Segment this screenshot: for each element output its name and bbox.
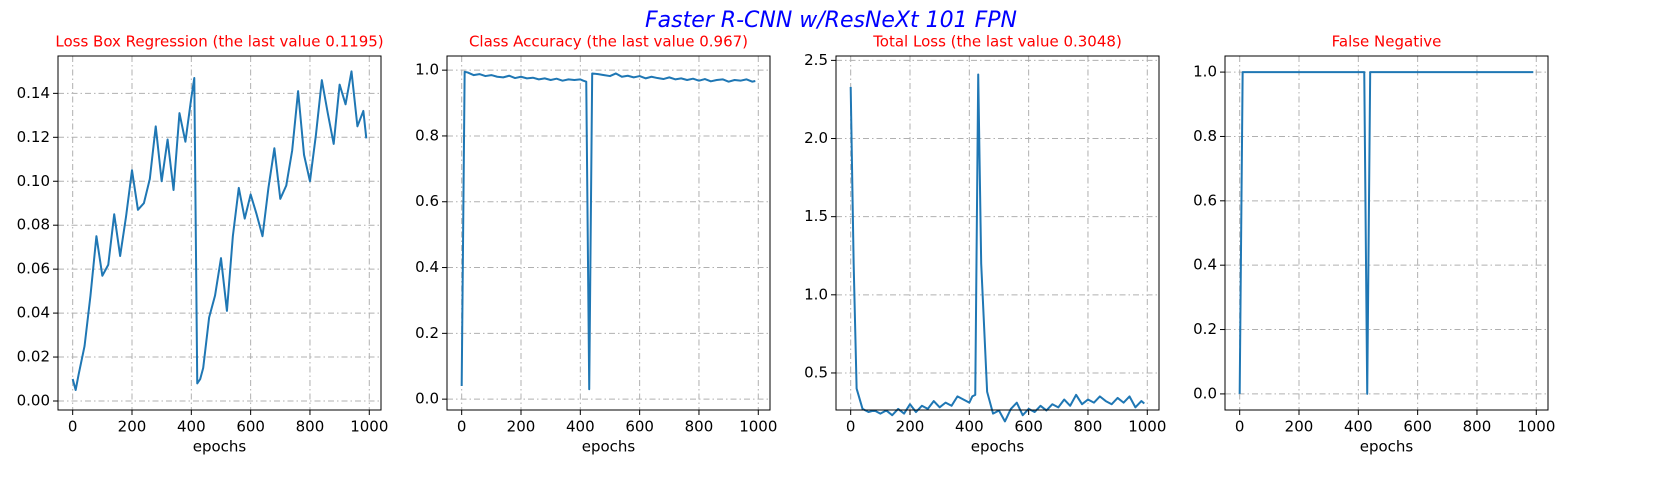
y-tick-label: 0.02 xyxy=(17,348,50,366)
x-tick-label: 600 xyxy=(236,418,265,436)
x-tick-label: 800 xyxy=(1463,418,1492,436)
x-tick-label: 400 xyxy=(1344,418,1373,436)
subplot-title: Loss Box Regression (the last value 0.11… xyxy=(55,33,383,51)
y-tick-label: 0.0 xyxy=(1193,384,1217,402)
figure-title: Faster R-CNN w/ResNeXt 101 FPN xyxy=(645,8,1017,33)
x-tick-label: 0 xyxy=(846,418,856,436)
y-tick-label: 0.8 xyxy=(1193,127,1217,145)
y-tick-label: 0.10 xyxy=(17,172,50,190)
x-tick-label: 800 xyxy=(1074,418,1103,436)
y-tick-label: 1.5 xyxy=(804,207,828,225)
plot-frame xyxy=(1224,55,1549,411)
x-tick-label: 200 xyxy=(118,418,147,436)
x-tick-label: 400 xyxy=(177,418,206,436)
y-tick-label: 1.0 xyxy=(415,61,439,79)
data-line xyxy=(1238,71,1534,395)
plot-frame xyxy=(446,55,771,411)
data-line xyxy=(71,70,368,391)
x-tick-label: 1000 xyxy=(739,418,777,436)
x-tick-label: 0 xyxy=(1235,418,1245,436)
y-tick-label: 0.6 xyxy=(415,192,439,210)
x-tick-label: 400 xyxy=(566,418,595,436)
y-tick-label: 0.2 xyxy=(1193,320,1217,338)
y-tick-label: 0.6 xyxy=(1193,191,1217,209)
y-tick-label: 0.06 xyxy=(17,260,50,278)
y-tick-label: 1.0 xyxy=(1193,63,1217,81)
x-tick-label: 1000 xyxy=(1517,418,1555,436)
y-tick-label: 0.04 xyxy=(17,304,50,322)
y-tick-label: 0.08 xyxy=(17,216,50,234)
y-tick-label: 2.0 xyxy=(804,129,828,147)
y-tick-label: 0.2 xyxy=(415,324,439,342)
x-tick-label: 600 xyxy=(625,418,654,436)
plot-frame xyxy=(57,55,382,411)
x-tick-label: 0 xyxy=(68,418,78,436)
y-tick-label: 0.4 xyxy=(1193,256,1217,274)
x-axis-label: epochs xyxy=(971,438,1025,456)
x-tick-label: 200 xyxy=(896,418,925,436)
x-tick-label: 200 xyxy=(1285,418,1314,436)
y-tick-label: 0.00 xyxy=(17,391,50,409)
x-tick-label: 600 xyxy=(1403,418,1432,436)
subplot-title: False Negative xyxy=(1332,33,1442,51)
y-tick-label: 0.4 xyxy=(415,258,439,276)
data-line xyxy=(460,70,756,391)
y-tick-label: 0.0 xyxy=(415,390,439,408)
y-tick-label: 0.8 xyxy=(415,126,439,144)
y-tick-label: 0.12 xyxy=(17,128,50,146)
x-axis-label: epochs xyxy=(193,438,247,456)
subplot-title: Class Accuracy (the last value 0.967) xyxy=(469,33,748,51)
data-line xyxy=(849,73,1145,423)
x-tick-label: 400 xyxy=(955,418,984,436)
y-tick-label: 0.14 xyxy=(17,84,50,102)
y-tick-label: 0.5 xyxy=(804,363,828,381)
y-tick-label: 2.5 xyxy=(804,51,828,69)
y-tick-label: 1.0 xyxy=(804,285,828,303)
x-tick-label: 200 xyxy=(507,418,536,436)
x-axis-label: epochs xyxy=(1360,438,1414,456)
x-tick-label: 1000 xyxy=(350,418,388,436)
x-axis-label: epochs xyxy=(582,438,636,456)
x-tick-label: 800 xyxy=(296,418,325,436)
x-tick-label: 800 xyxy=(685,418,714,436)
x-tick-label: 600 xyxy=(1014,418,1043,436)
subplot-title: Total Loss (the last value 0.3048) xyxy=(872,33,1122,51)
plot-frame xyxy=(835,55,1160,411)
x-tick-label: 1000 xyxy=(1128,418,1166,436)
x-tick-label: 0 xyxy=(457,418,467,436)
